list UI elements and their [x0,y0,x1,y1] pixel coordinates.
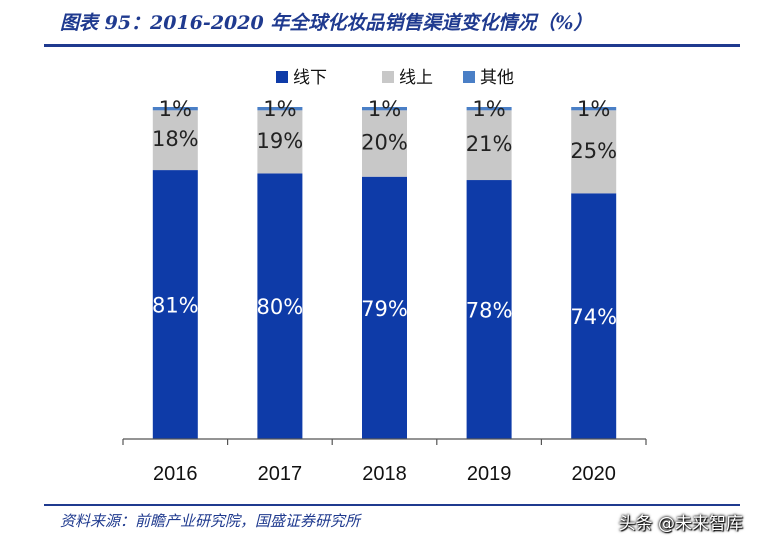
data-label-其他-2020: 1% [577,97,610,121]
data-label-线下-2016: 81% [152,294,199,318]
data-label-线上-2018: 20% [361,131,408,155]
x-axis: 2016 2017 2018 2019 2020 [122,438,647,485]
x-tick-label-2019: 2019 [467,463,512,485]
bar-线下-2016 [152,170,198,439]
x-tick-label-2017: 2017 [258,463,303,485]
legend-swatch-其他 [463,71,475,83]
data-label-其他-2017: 1% [263,97,296,121]
footer-divider [44,504,740,506]
stacked-bar-chart: 线下 线上 其他 81% 18% 1% 80% 19% 1% 79% 20% 1% 78% 21% 1% 7… [122,68,647,485]
legend-swatch-线下 [276,71,288,83]
legend-label-其他: 其他 [480,68,514,88]
bar-其他-2020 [571,107,617,111]
data-label-线上-2016: 18% [152,127,199,151]
chart-legend: 线下 线上 其他 [276,68,514,88]
data-label-线上-2020: 25% [570,139,617,163]
x-tick-label-2016: 2016 [153,463,198,485]
x-tick-label-2018: 2018 [362,463,407,485]
data-label-线下-2020: 74% [570,305,617,329]
bars-group: 81% 18% 1% 80% 19% 1% 79% 20% 1% 78% 21% 1% 74% 25% 1% [152,97,617,440]
data-label-线下-2017: 80% [257,295,304,319]
legend-label-线上: 线上 [399,68,433,88]
bar-线上-2018 [362,110,407,177]
bar-线下-2017 [257,173,303,439]
bar-线上-2019 [466,110,512,181]
data-label-线下-2018: 79% [361,297,408,321]
legend-label-线下: 线下 [293,68,327,88]
x-tick-label-2020: 2020 [571,463,616,485]
source-note: 资料来源：前瞻产业研究院，国盛证券研究所 [60,512,361,530]
watermark: 头条 @未来智库 [618,514,743,534]
data-label-其他-2016: 1% [159,97,192,121]
bar-线下-2019 [466,180,512,440]
data-label-线下-2019: 78% [466,299,513,323]
bar-线下-2020 [571,193,617,439]
bar-其他-2016 [152,107,198,111]
bar-其他-2019 [466,107,512,111]
bar-其他-2018 [362,107,407,111]
chart-title: 图表 95：2016-2020 年全球化妆品销售渠道变化情况（%） [60,12,593,34]
data-label-线上-2019: 21% [466,132,513,156]
data-label-其他-2018: 1% [368,97,401,121]
data-label-其他-2019: 1% [472,97,505,121]
data-label-线上-2017: 19% [257,129,304,153]
bar-线下-2018 [362,176,407,439]
bar-线上-2016 [152,110,198,171]
bar-线上-2020 [571,110,617,194]
legend-swatch-线上 [382,71,394,83]
bar-线上-2017 [257,110,303,174]
bar-其他-2017 [257,107,303,111]
title-divider [44,44,740,47]
